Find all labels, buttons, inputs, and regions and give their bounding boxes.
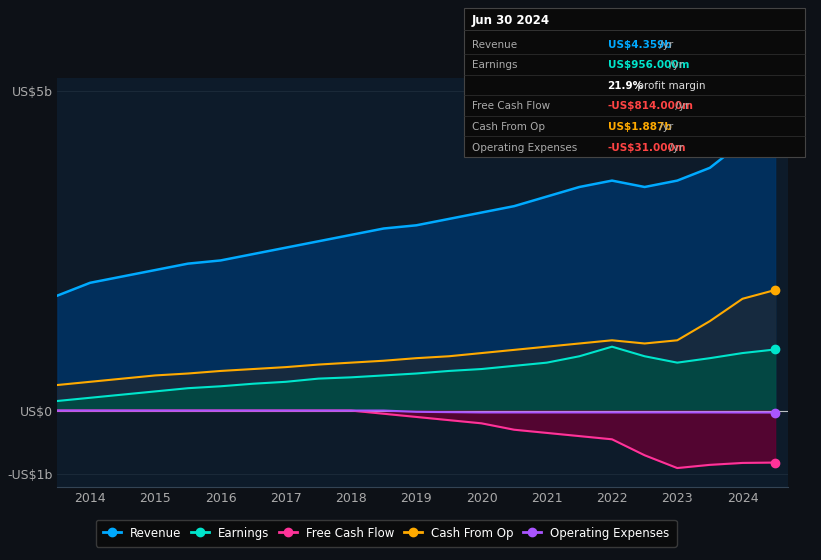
Legend: Revenue, Earnings, Free Cash Flow, Cash From Op, Operating Expenses: Revenue, Earnings, Free Cash Flow, Cash … <box>96 520 677 547</box>
Text: Jun 30 2024: Jun 30 2024 <box>472 14 550 27</box>
Text: -US$31.000m: -US$31.000m <box>608 143 686 152</box>
Text: US$956.000m: US$956.000m <box>608 60 689 71</box>
Text: profit margin: profit margin <box>635 81 706 91</box>
Text: /yr: /yr <box>666 60 684 71</box>
Text: -US$814.000m: -US$814.000m <box>608 101 694 111</box>
Text: Cash From Op: Cash From Op <box>472 122 545 132</box>
Text: /yr: /yr <box>666 143 684 152</box>
Text: Operating Expenses: Operating Expenses <box>472 143 577 152</box>
Text: /yr: /yr <box>656 40 673 50</box>
Text: 21.9%: 21.9% <box>608 81 644 91</box>
Text: Free Cash Flow: Free Cash Flow <box>472 101 550 111</box>
Text: Revenue: Revenue <box>472 40 517 50</box>
Text: /yr: /yr <box>672 101 689 111</box>
Text: US$1.887b: US$1.887b <box>608 122 672 132</box>
Text: /yr: /yr <box>656 122 673 132</box>
Text: Earnings: Earnings <box>472 60 517 71</box>
Text: US$4.359b: US$4.359b <box>608 40 672 50</box>
